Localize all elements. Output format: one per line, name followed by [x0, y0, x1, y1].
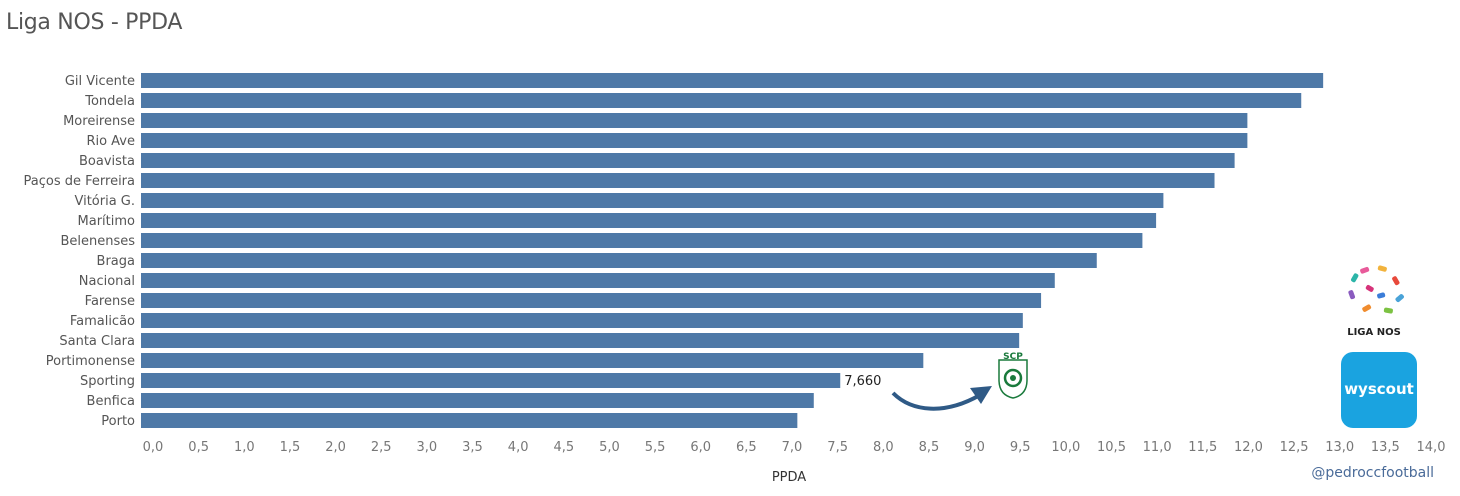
category-label-famalicao: Famalicão [70, 314, 135, 329]
category-label-porto: Porto [101, 414, 135, 429]
x-tick-label: 0,0 [143, 440, 164, 455]
x-tick-label: 6,0 [690, 440, 711, 455]
liga-nos-logo: LIGA NOS [1347, 264, 1404, 338]
bars-group [141, 73, 1324, 428]
x-tick-label: 13,5 [1371, 440, 1400, 455]
bar-moreirense [141, 113, 1248, 128]
x-tick-label: 9,0 [964, 440, 985, 455]
bar-tondela [141, 93, 1302, 108]
x-tick-label: 4,0 [508, 440, 529, 455]
bar-benfica [141, 393, 814, 408]
category-label-maritimo: Marítimo [78, 214, 136, 229]
x-tick-label: 3,5 [462, 440, 483, 455]
bar-farense [141, 293, 1042, 308]
x-tick-label: 12,0 [1234, 440, 1263, 455]
category-label-belenenses: Belenenses [60, 234, 135, 249]
x-tick-label: 11,5 [1188, 440, 1217, 455]
bar-santa-clara [141, 333, 1020, 348]
x-tick-label: 7,0 [782, 440, 803, 455]
x-tick-label: 12,5 [1280, 440, 1309, 455]
x-tick-label: 14,0 [1417, 440, 1446, 455]
category-label-benfica: Benfica [87, 394, 135, 409]
svg-text:wyscout: wyscout [1344, 380, 1414, 398]
arrow-icon [891, 391, 981, 411]
bar-famalicao [141, 313, 1023, 328]
category-label-vitoria-g-: Vitória G. [74, 194, 135, 209]
x-axis-title: PPDA [772, 470, 806, 485]
bar-vitoria-g- [141, 193, 1164, 208]
category-label-sporting: Sporting [80, 374, 135, 389]
bar-porto [141, 413, 798, 428]
arrowhead-icon [970, 386, 992, 404]
svg-text:LIGA NOS: LIGA NOS [1347, 327, 1401, 338]
category-label-farense: Farense [85, 294, 135, 309]
category-label-rio-ave: Rio Ave [86, 134, 135, 149]
bar-boavista [141, 153, 1235, 168]
annotations: 7,660 [844, 374, 881, 389]
category-labels: Gil Vicente Tondela Moreirense Rio Ave Boavi… [24, 74, 136, 429]
bar-sporting [141, 373, 841, 388]
x-tick-label: 6,5 [736, 440, 757, 455]
bar-portimonense [141, 353, 924, 368]
x-tick-label: 10,0 [1051, 440, 1080, 455]
category-label-moreirense: Moreirense [63, 114, 135, 129]
data-label-sporting: 7,660 [844, 374, 881, 389]
svg-text:SCP: SCP [1003, 352, 1023, 362]
x-tick-labels: 0,0 0,5 1,0 1,5 2,0 2,5 3,0 3,5 4,0 4,5 5,0 5,5 6,0 6… [143, 440, 1446, 455]
x-tick-label: 10,5 [1097, 440, 1126, 455]
x-tick-label: 8,5 [919, 440, 940, 455]
x-tick-label: 5,5 [645, 440, 666, 455]
category-label-pacos-de-ferreira: Paços de Ferreira [24, 174, 135, 189]
x-tick-label: 3,0 [417, 440, 438, 455]
bar-braga [141, 253, 1097, 268]
x-tick-label: 0,5 [188, 440, 209, 455]
x-tick-label: 1,5 [280, 440, 301, 455]
x-tick-label: 11,0 [1143, 440, 1172, 455]
bar-rio-ave [141, 133, 1248, 148]
x-tick-label: 7,5 [827, 440, 848, 455]
author-credit: @pedroccfootball [1311, 465, 1434, 481]
x-tick-label: 9,5 [1010, 440, 1031, 455]
category-label-tondela: Tondela [84, 94, 135, 109]
chart-title: Liga NOS - PPDA [6, 10, 183, 35]
category-label-nacional: Nacional [79, 274, 135, 289]
bar-nacional [141, 273, 1055, 288]
x-tick-label: 13,0 [1325, 440, 1354, 455]
category-label-santa-clara: Santa Clara [59, 334, 135, 349]
sporting-crest-logo: SCP [998, 352, 1028, 399]
x-tick-label: 5,0 [599, 440, 620, 455]
category-label-gil-vicente: Gil Vicente [65, 74, 135, 89]
bar-pacos-de-ferreira [141, 173, 1215, 188]
bar-gil-vicente [141, 73, 1324, 88]
bar-belenenses [141, 233, 1143, 248]
bar-maritimo [141, 213, 1157, 228]
category-label-boavista: Boavista [79, 154, 135, 169]
x-tick-label: 8,0 [873, 440, 894, 455]
x-tick-label: 4,5 [553, 440, 574, 455]
wyscout-logo: wyscout [1341, 352, 1417, 428]
x-tick-label: 2,0 [325, 440, 346, 455]
x-tick-label: 1,0 [234, 440, 255, 455]
x-tick-label: 2,5 [371, 440, 392, 455]
category-label-braga: Braga [97, 254, 135, 269]
category-label-portimonense: Portimonense [46, 354, 135, 369]
